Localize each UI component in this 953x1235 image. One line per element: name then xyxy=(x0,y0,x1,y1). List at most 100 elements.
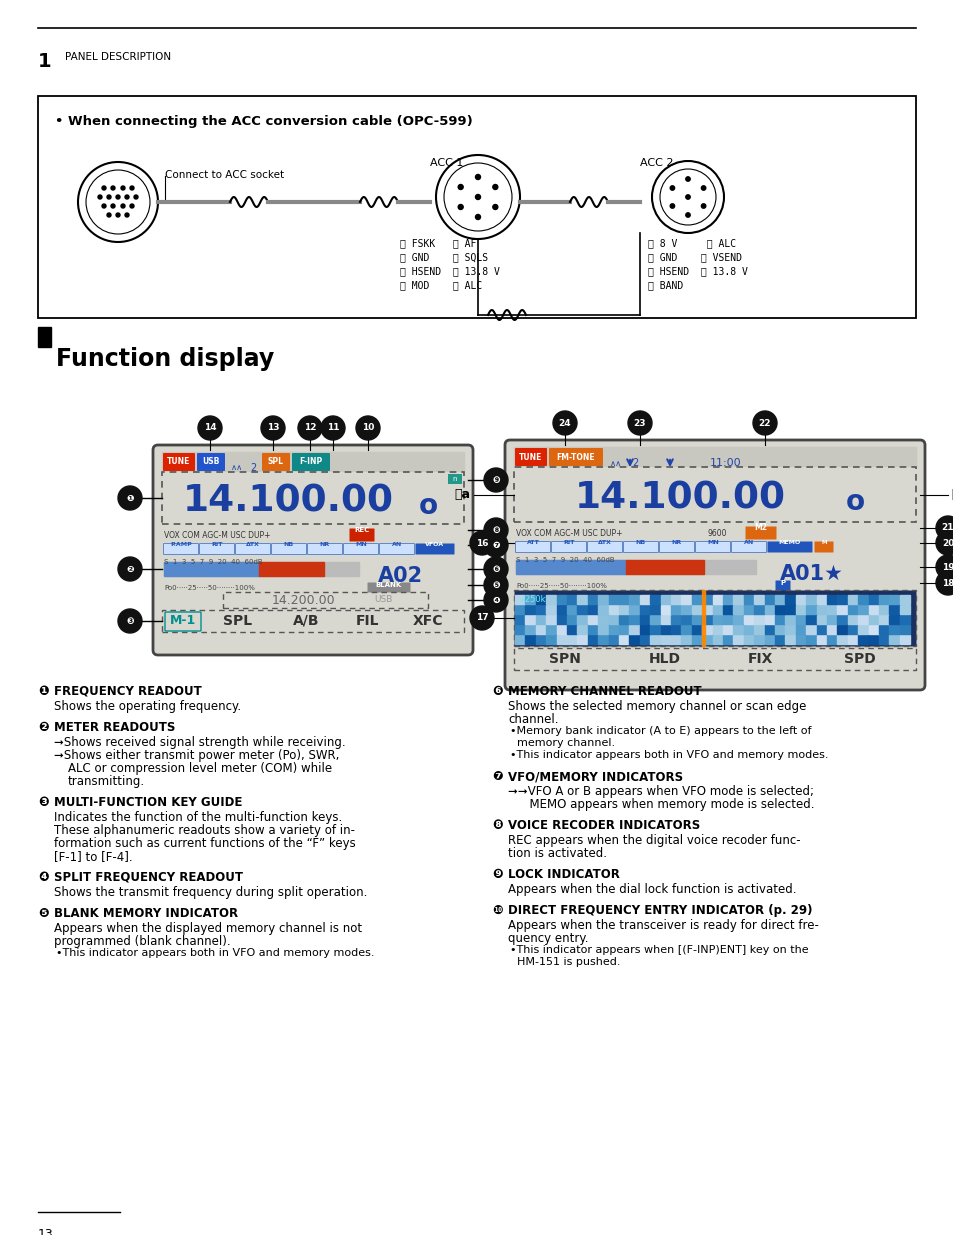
Bar xyxy=(691,635,701,643)
Text: ❻: ❻ xyxy=(492,564,499,573)
Text: A02: A02 xyxy=(377,566,423,585)
Bar xyxy=(514,590,915,646)
Text: ❸: ❸ xyxy=(38,797,49,809)
Text: •This indicator appears when [(F-INP)ENT] key on the: •This indicator appears when [(F-INP)ENT… xyxy=(510,945,808,955)
Circle shape xyxy=(483,534,507,557)
Circle shape xyxy=(935,555,953,579)
Bar xyxy=(701,605,712,614)
Bar xyxy=(899,625,909,634)
Bar xyxy=(659,595,670,604)
Text: ④ MOD    ⑧ ALC: ④ MOD ⑧ ALC xyxy=(399,280,482,290)
Bar xyxy=(784,595,795,604)
Bar xyxy=(608,635,618,643)
FancyBboxPatch shape xyxy=(165,613,201,631)
Bar xyxy=(722,605,732,614)
Circle shape xyxy=(125,195,129,199)
Bar xyxy=(888,595,899,604)
Circle shape xyxy=(130,186,133,190)
Text: SPN: SPN xyxy=(549,652,580,666)
Bar xyxy=(733,615,742,624)
Text: 22: 22 xyxy=(758,419,770,427)
Bar xyxy=(38,327,51,347)
Text: 9600: 9600 xyxy=(707,530,727,538)
Bar xyxy=(754,615,763,624)
Text: MEMO: MEMO xyxy=(778,541,801,546)
Circle shape xyxy=(297,416,322,440)
Bar xyxy=(680,625,691,634)
Circle shape xyxy=(102,204,106,207)
Circle shape xyxy=(320,416,345,440)
Bar xyxy=(629,605,639,614)
Text: 12: 12 xyxy=(303,424,315,432)
Bar xyxy=(743,615,753,624)
Text: ❽: ❽ xyxy=(492,819,502,832)
Text: +250k: +250k xyxy=(517,595,545,604)
Text: HLD: HLD xyxy=(648,652,680,666)
Bar xyxy=(587,615,598,624)
Text: A01★: A01★ xyxy=(780,564,843,584)
Text: [F-1] to [F-4].: [F-1] to [F-4]. xyxy=(54,850,132,863)
Circle shape xyxy=(475,174,480,179)
Bar xyxy=(639,625,649,634)
FancyBboxPatch shape xyxy=(343,543,378,555)
Text: ❸: ❸ xyxy=(126,616,133,625)
Bar xyxy=(639,615,649,624)
Text: Po0·····25·····50········100%: Po0·····25·····50········100% xyxy=(516,583,606,589)
Text: M: M xyxy=(821,541,826,546)
Bar xyxy=(164,562,358,576)
Bar xyxy=(878,605,888,614)
Text: ❼: ❼ xyxy=(492,769,502,783)
Text: ❽: ❽ xyxy=(492,526,499,535)
Circle shape xyxy=(935,571,953,595)
Text: A/B: A/B xyxy=(293,614,319,629)
Bar xyxy=(587,635,598,643)
Bar xyxy=(608,595,618,604)
Bar xyxy=(515,595,524,604)
Text: ② GND    ⑦ SQLS: ② GND ⑦ SQLS xyxy=(399,252,488,262)
Text: o: o xyxy=(418,492,437,520)
Bar xyxy=(805,595,816,604)
Text: MULTI-FUNCTION KEY GUIDE: MULTI-FUNCTION KEY GUIDE xyxy=(54,797,242,809)
Text: transmitting.: transmitting. xyxy=(68,776,145,788)
Bar xyxy=(816,595,825,604)
Text: FM-TONE: FM-TONE xyxy=(557,452,595,462)
Bar xyxy=(670,625,680,634)
Bar xyxy=(629,615,639,624)
Bar xyxy=(899,605,909,614)
Bar xyxy=(899,635,909,643)
Bar xyxy=(659,625,670,634)
Text: n: n xyxy=(453,475,456,482)
Text: MEMO appears when memory mode is selected.: MEMO appears when memory mode is selecte… xyxy=(521,798,814,811)
Bar xyxy=(680,605,691,614)
Bar xyxy=(546,595,556,604)
Bar xyxy=(816,635,825,643)
Bar xyxy=(629,625,639,634)
Bar xyxy=(867,615,878,624)
Bar xyxy=(525,615,535,624)
Bar xyxy=(763,615,774,624)
Bar xyxy=(837,635,846,643)
Bar xyxy=(816,615,825,624)
FancyBboxPatch shape xyxy=(292,453,330,471)
Bar xyxy=(618,625,628,634)
Text: 17: 17 xyxy=(476,614,488,622)
Bar xyxy=(858,615,867,624)
Text: 1: 1 xyxy=(38,52,51,70)
Text: MN: MN xyxy=(355,542,367,547)
Text: S  1  3  5  7  9  20  40  60dB: S 1 3 5 7 9 20 40 60dB xyxy=(164,559,262,564)
Text: ❻: ❻ xyxy=(492,685,502,698)
Bar xyxy=(743,635,753,643)
Bar xyxy=(680,595,691,604)
Bar xyxy=(805,635,816,643)
Bar xyxy=(774,625,784,634)
Text: AN: AN xyxy=(743,541,753,546)
Circle shape xyxy=(125,212,129,217)
Circle shape xyxy=(198,416,222,440)
Bar xyxy=(650,595,659,604)
Bar xyxy=(536,605,545,614)
Circle shape xyxy=(935,516,953,540)
Bar xyxy=(858,625,867,634)
FancyBboxPatch shape xyxy=(272,543,306,555)
Circle shape xyxy=(700,204,705,209)
Bar xyxy=(650,605,659,614)
